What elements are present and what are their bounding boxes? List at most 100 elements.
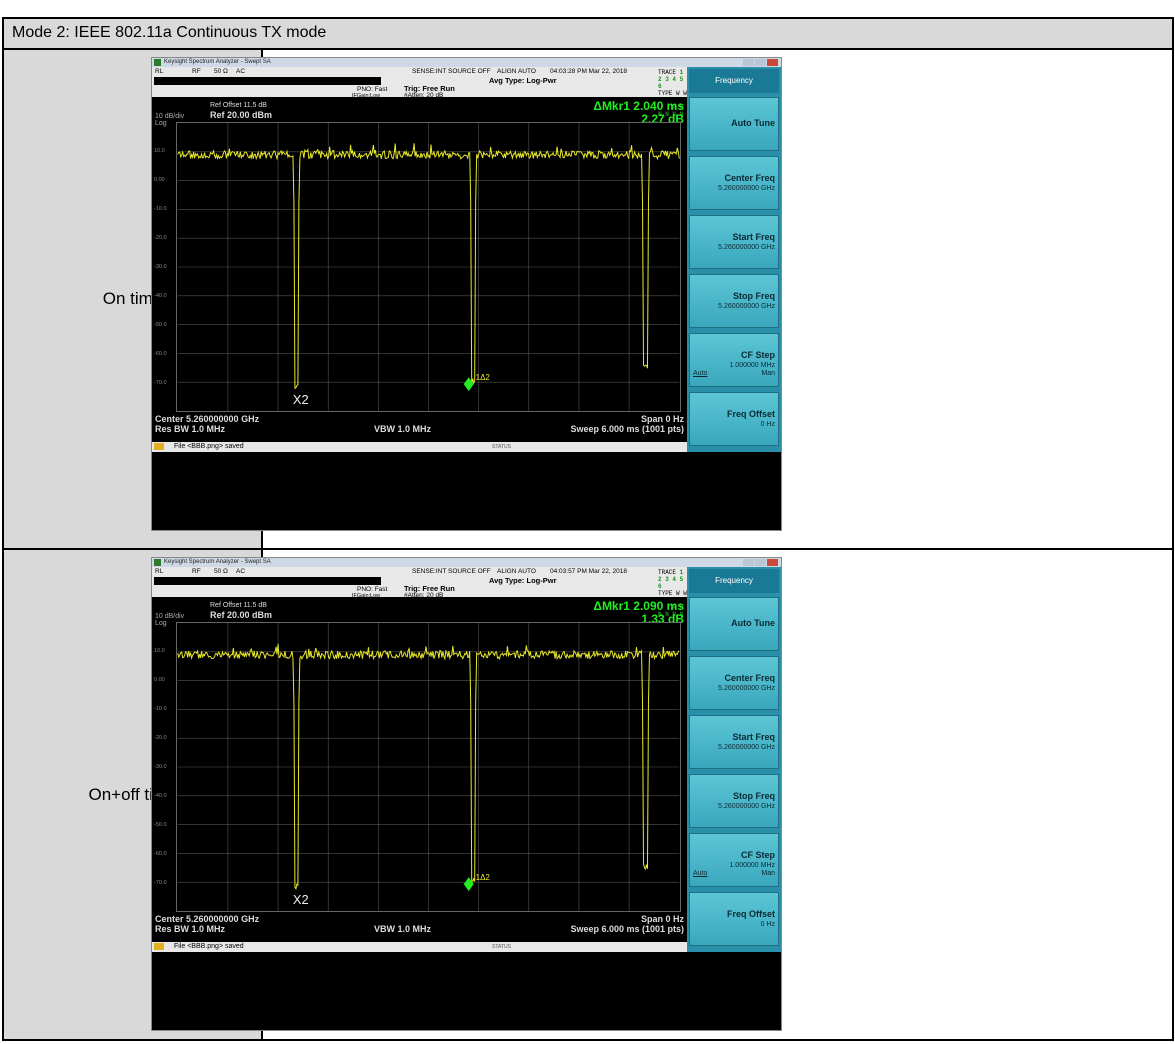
atten-setting: #Atten: 20 dB [404,92,444,99]
atten-setting: #Atten: 20 dB [404,592,444,599]
sa-bottom-info: Center 5.260000000 GHz Span 0 Hz Res BW … [152,912,687,942]
rl-indicator: RL [155,568,164,575]
softkey-man-option[interactable]: Man [761,870,775,877]
ref-offset: Ref Offset 11.5 dB [210,602,267,609]
status-label[interactable]: STATUS [492,444,511,450]
type-values: W W W W W W [658,590,687,604]
softkey-auto-tune[interactable]: Auto Tune [689,597,779,651]
softkey-center-freq[interactable]: Center Freq 5.260000000 GHz [689,656,779,710]
softkey-auto-option[interactable]: Auto [693,870,708,877]
y-axis-ticks: 10.0 0.00 -10.0 -20.0 -30.0 -40.0 -50.0 -60.0 -7… [152,622,176,912]
plot-info: Ref Offset 11.5 dB Ref 20.00 dBm 10 dB/d… [152,597,687,627]
sweep-time: Sweep 6.000 ms (1001 pts) [570,424,684,434]
softkey-menu-title: Frequency [689,69,779,93]
test-result-table: Mode 2: IEEE 802.11a Continuous TX mode … [2,17,1174,1041]
table-row-on-time: On time Keysight Spectrum Analyzer - Swe… [4,50,1172,550]
align-indicator: ALIGN AUTO [497,568,536,575]
softkey-man-option[interactable]: Man [761,370,775,377]
softkey-value: 5.260000000 GHz [718,744,775,751]
avg-type: Avg Type: Log-Pwr [489,576,557,585]
maximize-icon[interactable] [755,559,766,566]
softkey-label: Start Freq [732,732,775,742]
det-values: P N N N N N [658,604,684,618]
y-tick-label: -70.0 [154,380,167,386]
avg-type: Avg Type: Log-Pwr [489,76,557,85]
close-icon[interactable] [767,559,778,566]
res-bw: Res BW 1.0 MHz [155,424,226,434]
softkey-center-freq[interactable]: Center Freq 5.260000000 GHz [689,156,779,210]
trace-values: 1 2 3 4 5 6 [658,569,684,590]
softkey-value: 5.260000000 GHz [718,185,775,192]
spectrum-analyzer-screenshot: Keysight Spectrum Analyzer - Swept SA RL… [151,57,782,531]
log-label: Log [155,120,167,127]
softkey-label: CF Step [740,850,775,860]
row-label: On time [102,289,163,308]
scale-div: 10 dB/div [155,113,185,120]
softkey-value: 5.260000000 GHz [718,803,775,810]
y-tick-label: -10.0 [154,706,167,712]
sa-title: Keysight Spectrum Analyzer - Swept SA [164,559,271,565]
ifgain-setting: IFGain:Low [352,93,381,99]
minimize-icon[interactable] [743,559,754,566]
trace-plot: X2 1Δ2 [176,622,681,912]
sa-titlebar: Keysight Spectrum Analyzer - Swept SA [152,558,781,567]
maximize-icon[interactable] [755,59,766,66]
rl-indicator: RL [155,68,164,75]
softkey-cf-step[interactable]: CF Step 1.000000 MHz Auto Man [689,833,779,887]
center-freq: Center 5.260000000 GHz [155,914,260,924]
softkey-label: Auto Tune [731,618,775,628]
sweep-time: Sweep 6.000 ms (1001 pts) [570,924,684,934]
trace-line [177,143,680,390]
trigger-setting: Trig: Free Run [404,584,455,593]
align-indicator: ALIGN AUTO [497,68,536,75]
marker-delta: ΔMkr1 2.040 ms [593,99,684,113]
y-tick-label: -20.0 [154,235,167,241]
minimize-icon[interactable] [743,59,754,66]
softkey-label: Freq Offset [726,909,775,919]
trace-values: 1 2 3 4 5 6 [658,69,684,90]
status-label[interactable]: STATUS [492,944,511,950]
softkey-stop-freq[interactable]: Stop Freq 5.260000000 GHz [689,274,779,328]
y-tick-label: -70.0 [154,880,167,886]
trace-label: TRACE [658,69,677,76]
log-label: Log [155,620,167,627]
det-label: DET [658,104,669,111]
softkey-value: 0 Hz [760,421,775,428]
rf-indicator: RF [192,568,201,575]
softkey-cf-step[interactable]: CF Step 1.000000 MHz Auto Man [689,333,779,387]
table-header-text: Mode 2: IEEE 802.11a Continuous TX mode [12,24,327,41]
det-values: P N N N N N [658,104,684,118]
y-tick-label: -40.0 [154,293,167,299]
sa-title: Keysight Spectrum Analyzer - Swept SA [164,59,271,65]
type-label: TYPE [658,90,673,97]
softkey-freq-offset[interactable]: Freq Offset 0 Hz [689,392,779,446]
scale-div: 10 dB/div [155,613,185,620]
marker-delta: ΔMkr1 2.090 ms [593,599,684,613]
softkey-freq-offset[interactable]: Freq Offset 0 Hz [689,892,779,946]
window-controls [742,559,778,566]
trace-label: TRACE [658,569,677,576]
y-tick-label: 10.0 [154,148,165,154]
softkey-auto-option[interactable]: Auto [693,370,708,377]
y-tick-label: 10.0 [154,648,165,654]
trigger-setting: Trig: Free Run [404,84,455,93]
sense-indicator: SENSE:INT SOURCE OFF [412,568,491,575]
y-tick-label: -60.0 [154,851,167,857]
type-values: W W W W W W [658,90,687,104]
softkey-stop-freq[interactable]: Stop Freq 5.260000000 GHz [689,774,779,828]
msg-icon [154,443,164,450]
softkey-start-freq[interactable]: Start Freq 5.260000000 GHz [689,215,779,269]
vbw: VBW 1.0 MHz [374,424,432,434]
span: Span 0 Hz [640,914,684,924]
softkey-auto-tune[interactable]: Auto Tune [689,97,779,151]
softkey-menu-title: Frequency [689,569,779,593]
sa-titlebar: Keysight Spectrum Analyzer - Swept SA [152,58,781,67]
impedance-indicator: 50 Ω [214,568,228,575]
close-icon[interactable] [767,59,778,66]
y-tick-label: -20.0 [154,735,167,741]
softkey-start-freq[interactable]: Start Freq 5.260000000 GHz [689,715,779,769]
y-tick-label: -50.0 [154,822,167,828]
y-tick-label: 0.00 [154,677,165,683]
ref-level: Ref 20.00 dBm [210,610,273,620]
spectrum-analyzer-screenshot: Keysight Spectrum Analyzer - Swept SA RL… [151,557,782,1031]
